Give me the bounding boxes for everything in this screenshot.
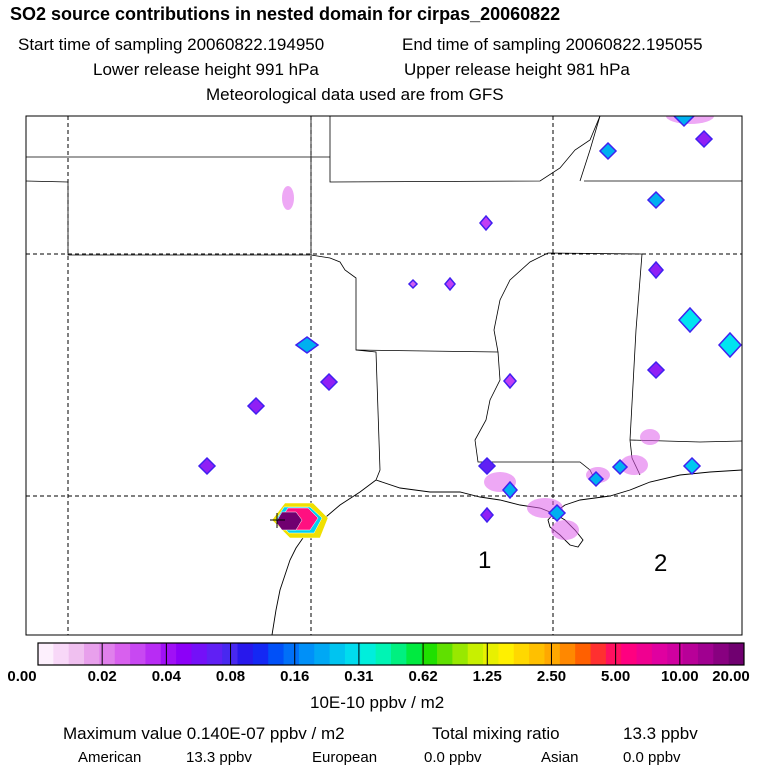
colorbar-cell <box>145 643 162 665</box>
colorbar-cell <box>114 643 131 665</box>
map-frame <box>25 115 743 636</box>
colorbar-cell <box>283 643 300 665</box>
colorbar-cell <box>53 643 70 665</box>
region-european-value: 0.0 ppbv <box>424 749 482 766</box>
colorbar-cell <box>728 643 745 665</box>
colorbar-tick-label: 0.04 <box>151 668 181 685</box>
colorbar-tick-label: 10.00 <box>661 668 699 685</box>
colorbar-cell <box>84 643 100 665</box>
region-asian-name: Asian <box>541 749 579 766</box>
colorbar-cell <box>421 643 438 665</box>
colorbar-cell <box>252 643 269 665</box>
colorbar-tick-label: 0.00 <box>7 668 37 685</box>
colorbar-cell <box>298 643 315 665</box>
colorbar-cell <box>176 643 192 665</box>
colorbar-cell <box>682 643 699 665</box>
total-value: 13.3 ppbv <box>623 724 698 743</box>
colorbar-cell <box>360 643 377 665</box>
colorbar-cell <box>375 643 392 665</box>
colorbar-cell <box>483 643 499 665</box>
region-asian-value: 0.0 ppbv <box>623 749 681 766</box>
marker-1: 1 <box>478 547 491 574</box>
lower-release-label: Lower release height 991 hPa <box>93 60 319 79</box>
colorbar-cell <box>406 643 423 665</box>
region-american-value: 13.3 ppbv <box>186 749 252 766</box>
colorbar-cell <box>713 643 730 665</box>
colorbar-cell <box>191 643 208 665</box>
colorbar-tick-label: 0.62 <box>408 668 438 685</box>
colorbar-tick-label: 2.50 <box>536 668 567 685</box>
total-label: Total mixing ratio <box>432 724 560 743</box>
source-markers <box>197 116 742 524</box>
colorbar-cell <box>130 643 146 665</box>
max-value-label: Maximum value 0.140E-07 ppbv / m2 <box>63 724 345 743</box>
colorbar-cell <box>99 643 116 665</box>
houston-hotspot <box>270 502 329 539</box>
coastline <box>271 469 742 635</box>
colorbar-cell <box>344 643 361 665</box>
colorbar-cell <box>467 643 484 665</box>
colorbar-tick-label: 0.16 <box>280 668 310 685</box>
colorbar-tick-label: 0.08 <box>215 668 246 685</box>
start-time-label: Start time of sampling 20060822.194950 <box>18 35 325 54</box>
met-data-label: Meteorological data used are from GFS <box>206 85 504 104</box>
colorbar-tick-label: 1.25 <box>472 668 502 685</box>
region-european-name: European <box>312 749 378 766</box>
colorbar-cell <box>498 643 515 665</box>
colorbar-cell <box>621 643 638 665</box>
marker-2: 2 <box>654 550 667 577</box>
colorbar-cell <box>559 643 576 665</box>
colorbar-cell <box>575 643 592 665</box>
colorbar-cell <box>605 643 622 665</box>
colorbar-tick-label: 0.02 <box>87 668 117 685</box>
colorbar-cell <box>651 643 668 665</box>
colorbar-cell <box>268 643 285 665</box>
region-american-name: American <box>78 749 142 766</box>
colorbar-cell <box>636 643 653 665</box>
total-mixing-ratio: Total mixing ratio 13.3 ppbv <box>432 724 698 744</box>
upper-release-label: Upper release height 981 hPa <box>404 60 630 79</box>
colorbar-cell <box>391 643 407 665</box>
colorbar-tick-label: 5.00 <box>601 668 631 685</box>
colorbar-cell <box>38 643 54 665</box>
colorbar-cell <box>452 643 469 665</box>
colorbar-cell <box>68 643 85 665</box>
colorbar-cell <box>437 643 453 665</box>
end-time-label: End time of sampling 20060822.195055 <box>402 35 703 54</box>
colorbar-cell <box>160 643 177 665</box>
colorbar-tick-label: 20.00 <box>712 668 750 685</box>
colorbar-units: 10E-10 ppbv / m2 <box>310 693 445 712</box>
colorbar-cell <box>237 643 254 665</box>
colorbar-cell <box>667 643 684 665</box>
colorbar-cell <box>329 643 346 665</box>
colorbar-cell <box>314 643 331 665</box>
colorbar-cell <box>206 643 223 665</box>
colorbar-cell <box>513 643 530 665</box>
colorbar-tick-label: 0.31 <box>344 668 374 685</box>
colorbar-cell <box>590 643 607 665</box>
plot-title: SO2 source contributions in nested domai… <box>10 4 561 24</box>
colorbar-cell <box>529 643 545 665</box>
colorbar-cell <box>544 643 561 665</box>
colorbar-cell <box>697 643 714 665</box>
